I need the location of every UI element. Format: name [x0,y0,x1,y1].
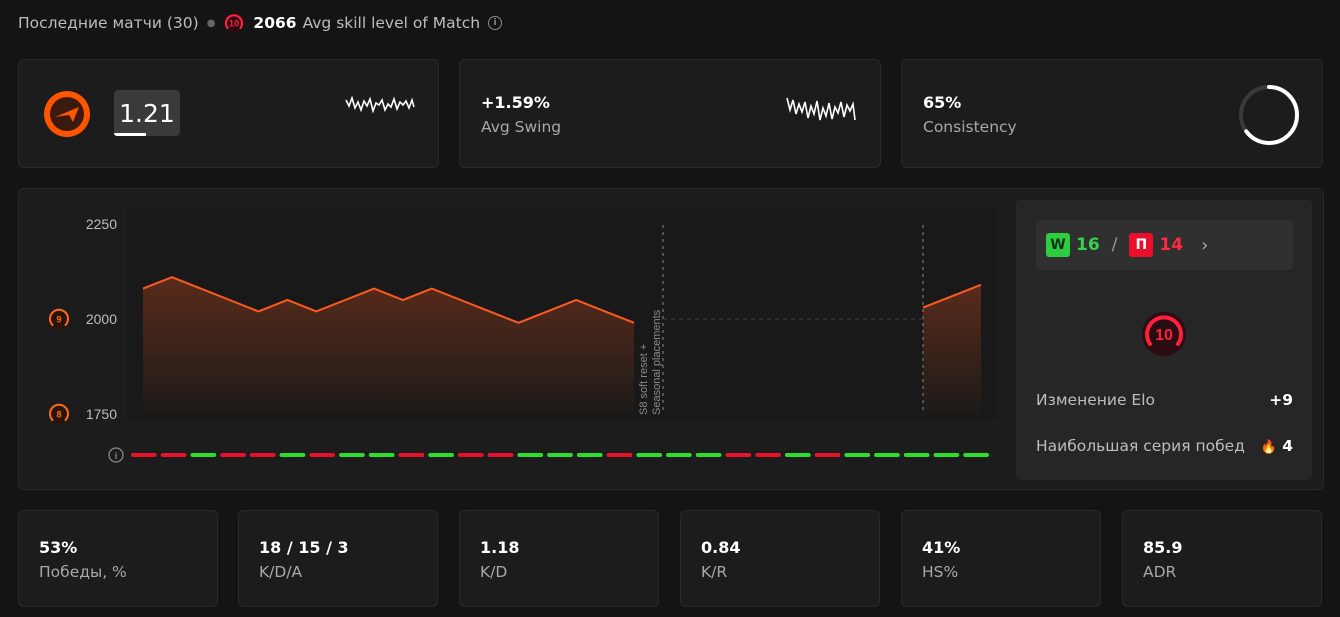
skill-level-10-icon: 10 [224,13,245,33]
separator-dot: ● [206,17,216,29]
recent-matches-label: Последние матчи (30) [18,14,199,32]
elo-change-label: Изменение Elo [1036,391,1155,409]
stat-value: 53% [39,538,78,557]
elo-change-value: +9 [1269,391,1293,409]
stat-value: 41% [922,538,961,557]
consistency-label: Consistency [923,118,1017,136]
stat-value: 18 / 15 / 3 [259,538,349,557]
wl-separator: / [1111,235,1118,255]
win-streak-value-wrap: 🔥 4 [1261,437,1293,455]
elo-point[interactable] [169,274,175,280]
avg-elo-value: 2066 [253,14,297,32]
svg-text:9: 9 [56,315,61,325]
avg-skill-label: Avg skill level of Match [302,14,481,32]
stat-card-kda: 18 / 15 / 3 K/D/A [238,510,438,607]
elo-point[interactable] [487,308,493,314]
swing-sparkline [786,97,856,121]
elo-point[interactable] [313,308,319,314]
y-tick-label: 1750 [86,406,117,422]
stat-label: Победы, % [39,563,127,581]
stat-card-kd: 1.18 K/D [459,510,659,607]
elo-point[interactable] [429,286,435,292]
match-summary-panel: W 16 / П 14 › 10 Изменение Elo +9 Наибол… [1016,200,1312,480]
elo-segment-2-line [922,283,982,309]
stat-value: 1.18 [480,538,520,557]
results-info-icon[interactable]: i [108,447,124,463]
win-streak-label: Наибольшая серия побед [1036,437,1245,455]
elo-point[interactable] [573,297,579,303]
elo-segment-1-line [142,276,635,324]
rating-value-box: 1.21 [114,90,180,136]
svg-text:8: 8 [56,410,61,420]
info-icon[interactable]: i [488,16,503,30]
skill-level-10-icon: 10 [1142,312,1186,356]
elo-point[interactable] [458,297,464,303]
stat-label: K/D [480,563,508,581]
stats-header: Последние матчи (30) ● 10 2066 Avg skill… [18,12,503,34]
elo-chart-card: 2250 2000 1750 9 8 S8 soft reset + Seasonal… [18,188,1324,490]
elo-change-row: Изменение Elo +9 [1036,391,1293,409]
skill-level-9-icon: 9 [49,308,69,329]
stat-label: HS% [922,563,959,581]
elo-segment-1-area [143,277,634,414]
stat-label: K/R [701,563,728,581]
svg-text:10: 10 [1155,327,1173,344]
fire-icon: 🔥 [1260,440,1277,455]
elo-point[interactable] [284,297,290,303]
losses-count: 14 [1159,235,1184,255]
win-badge: W [1046,233,1070,257]
season-annotation: S8 soft reset + Seasonal placements [638,309,663,415]
stat-value: 0.84 [701,538,741,557]
elo-point[interactable] [198,286,204,292]
stat-card-kr: 0.84 K/R [680,510,880,607]
consistency-value: 65% [923,93,962,112]
swing-card: +1.59% Avg Swing [459,59,881,168]
avg-swing-label: Avg Swing [481,118,562,136]
chevron-right-icon[interactable]: › [1201,234,1209,256]
y-tick-label: 2000 [86,311,117,327]
elo-point[interactable] [631,320,637,326]
win-streak-value: 4 [1282,437,1293,455]
elo-point[interactable] [515,320,521,326]
consistency-card: 65% Consistency [901,59,1323,168]
y-tick-label: 2250 [86,216,117,232]
avg-swing-value: +1.59% [481,93,550,112]
elo-point[interactable] [400,297,406,303]
rating-sparkline [345,95,415,114]
elo-point[interactable] [978,282,984,288]
elo-point[interactable] [602,308,608,314]
elo-point[interactable] [140,286,146,292]
svg-text:i: i [115,451,118,461]
rating-progress-bar [114,133,146,136]
stat-value: 85.9 [1143,538,1183,557]
elo-point[interactable] [544,308,550,314]
stat-card-hs: 41% HS% [901,510,1101,607]
stat-card-winrate: 53% Победы, % [18,510,218,607]
rating-card: 1.21 [18,59,439,168]
elo-history-chart: 2250 2000 1750 9 8 S8 soft reset + Seasonal… [49,209,997,463]
win-loss-summary[interactable]: W 16 / П 14 › [1036,220,1293,270]
svg-text:10: 10 [229,19,239,29]
elo-point[interactable] [371,286,377,292]
stat-card-adr: 85.9 ADR [1122,510,1322,607]
stat-label: ADR [1143,563,1177,581]
rating-logo-icon [44,91,90,137]
skill-level-8-icon: 8 [49,403,69,424]
win-streak-row: Наибольшая серия побед 🔥 4 [1036,437,1293,455]
stat-label: K/D/A [259,563,303,581]
loss-badge: П [1129,233,1154,257]
elo-segment-2-area [923,284,981,414]
consistency-ring [1239,85,1299,145]
elo-point[interactable] [256,308,262,314]
elo-point[interactable] [227,297,233,303]
elo-point[interactable] [342,297,348,303]
wins-count: 16 [1076,235,1100,255]
rating-value: 1.21 [119,98,175,128]
